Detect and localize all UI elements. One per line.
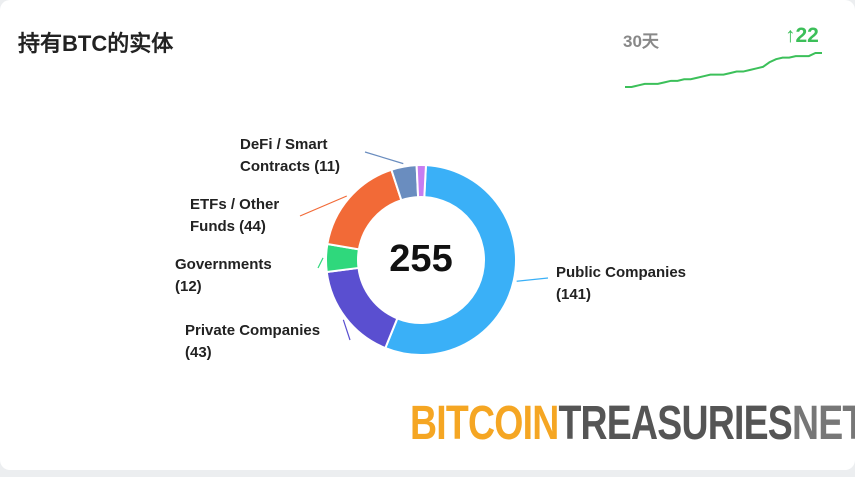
- wm-3: NET: [791, 397, 855, 450]
- category-name: DeFi / Smart Contracts: [240, 136, 328, 175]
- total: 255: [389, 238, 453, 280]
- change: ↑22: [785, 24, 819, 48]
- slice-label: DeFi / Smart Contracts (11): [240, 134, 365, 178]
- category-name: ETFs / Other Funds: [190, 196, 280, 235]
- value-label: (141): [556, 286, 592, 303]
- wm-1: BITCOIN: [410, 397, 559, 450]
- sparkline: [625, 52, 822, 88]
- category-name: Public Companies: [556, 264, 687, 281]
- leader-line: [342, 319, 351, 341]
- leader-line: [317, 257, 324, 269]
- period: 30天: [623, 32, 659, 51]
- slice-label: ETFs / Other Funds (44): [190, 194, 305, 238]
- title: 持有BTC的实体: [18, 31, 174, 56]
- value-label: (11): [314, 158, 341, 175]
- category-name: Governments: [175, 256, 272, 273]
- watermark: BITCOINTREASURIESNET: [410, 396, 855, 451]
- slice-label: Governments (12): [175, 254, 293, 298]
- wm-2: TREASURIES: [558, 397, 792, 450]
- arrow: ↑: [785, 24, 796, 47]
- leader-line: [299, 195, 348, 217]
- leader-line: [516, 277, 549, 282]
- slice-label: Private Companies (43): [185, 320, 325, 364]
- donut-slice: [384, 164, 517, 356]
- slice-label: Public Companies (141): [556, 262, 706, 306]
- donut-slice: [415, 164, 428, 199]
- change-value: 22: [795, 24, 819, 47]
- value-label: (12): [175, 278, 202, 295]
- category-name: Private Companies: [185, 322, 321, 339]
- leader-line: [364, 151, 404, 165]
- value-label: (43): [185, 344, 212, 361]
- value-label: (44): [239, 218, 266, 235]
